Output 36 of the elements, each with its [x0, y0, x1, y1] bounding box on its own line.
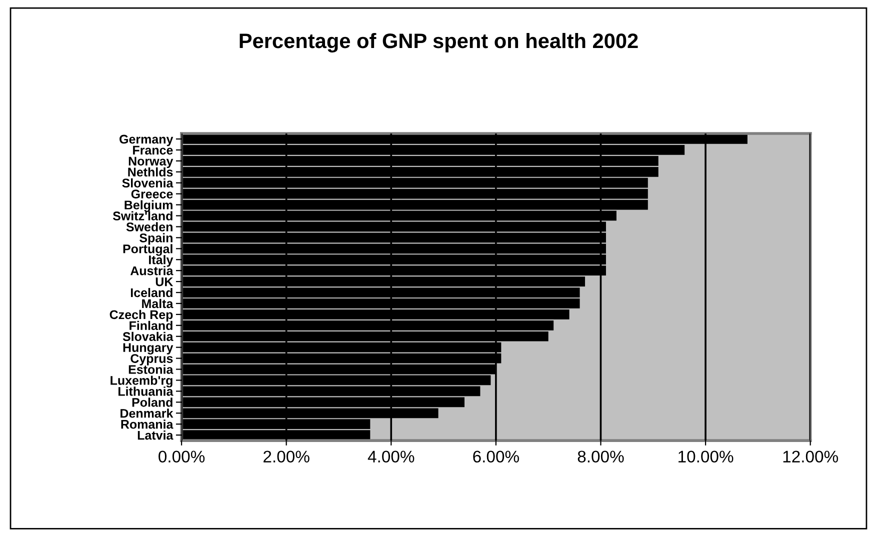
y-tick-label: Finland — [130, 320, 172, 330]
x-tick-label: 8.00% — [578, 450, 624, 463]
y-tick-label: UK — [156, 277, 174, 286]
y-tick-label: Sweden — [126, 222, 172, 232]
x-tick-label: 10.00% — [678, 450, 734, 463]
y-tick-label: Malta — [142, 298, 174, 308]
y-tick-label: Portugal — [123, 244, 172, 256]
y-tick-label: Switz'land — [112, 211, 172, 220]
y-tick-label: Lithuania — [118, 386, 174, 396]
x-tick-label: 12.00% — [783, 450, 838, 463]
y-tick-label: Norway — [128, 156, 174, 168]
y-tick-label: France — [133, 146, 173, 155]
y-tick-label: Cyprus — [130, 354, 173, 366]
y-tick-label: Italy — [149, 255, 174, 267]
y-tick-label: Latvia — [138, 430, 174, 440]
y-tick-label: Slovakia — [122, 332, 174, 342]
y-tick-label: Greece — [131, 190, 173, 198]
y-tick-label: Poland — [132, 398, 172, 407]
y-tick-label: Belgium — [124, 200, 172, 212]
y-tick-label: Austria — [130, 266, 174, 276]
y-tick-label: Germany — [120, 134, 174, 146]
x-tick-label: 4.00% — [368, 450, 414, 463]
y-tick-label: Slovenia — [122, 178, 174, 188]
x-tick-label: 0.00% — [158, 450, 205, 463]
x-tick-label: 6.00% — [473, 450, 519, 463]
y-tick-label: Nethlds — [128, 167, 173, 177]
y-tick-label: Hungary — [123, 343, 174, 354]
y-tick-label: Luxemb'rg — [110, 376, 172, 388]
y-tick-label: Czech Rep — [110, 310, 173, 322]
y-tick-label: Romania — [121, 420, 174, 429]
chart-title: Percentage of GNP spent on health 2002 — [240, 32, 638, 52]
y-tick-label: Spain — [140, 233, 172, 245]
x-tick-label: 2.00% — [264, 450, 310, 463]
y-tick-label: Estonia — [128, 364, 174, 374]
y-tick-label: Iceland — [130, 288, 172, 298]
y-tick-label: Denmark — [120, 408, 174, 418]
